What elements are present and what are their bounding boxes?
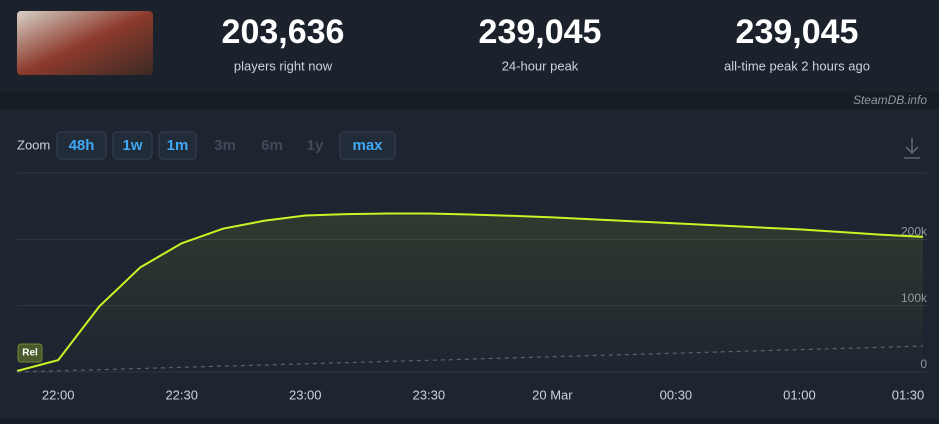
zoom-button-text[interactable]: 1w	[122, 137, 142, 154]
x-tick-label: 22:00	[42, 387, 75, 402]
x-tick-label: 01:00	[783, 387, 816, 402]
zoom-button-text: 1y	[307, 137, 324, 154]
zoom-button-text[interactable]: 1m	[167, 137, 189, 154]
stats-bar	[0, 0, 939, 92]
x-tick-label: 01:30	[892, 387, 925, 402]
stat-label: players right now	[234, 58, 333, 73]
zoom-button[interactable]	[158, 131, 197, 160]
zoom-button-text[interactable]: max	[352, 137, 383, 154]
stat-label: 24-hour peak	[502, 58, 579, 73]
x-tick-label: 20 Mar	[532, 387, 573, 402]
zoom-button-text: 6m	[261, 137, 283, 154]
x-tick-label: 23:00	[289, 387, 322, 402]
zoom-label: Zoom	[17, 137, 50, 152]
zoom-button[interactable]	[56, 131, 107, 160]
watermark: SteamDB.info	[853, 93, 927, 107]
zoom-button-text: 3m	[214, 137, 236, 154]
line	[16, 212, 924, 372]
y-tick-label: 0	[920, 357, 927, 371]
stat-value: 203,636	[222, 13, 345, 51]
stat-value: 239,045	[479, 13, 602, 51]
zoom-button[interactable]	[339, 131, 396, 160]
annotation-flag	[17, 343, 43, 363]
stat-label: all-time peak 2 hours ago	[724, 58, 870, 73]
x-tick-label: 00:30	[660, 387, 693, 402]
download-icon[interactable]	[904, 138, 920, 159]
line	[16, 345, 924, 373]
zoom-button-text[interactable]: 48h	[69, 137, 95, 154]
stat-value: 239,045	[736, 13, 859, 51]
annotation-text: Rel	[22, 348, 38, 359]
zoom-button[interactable]	[112, 131, 153, 160]
x-tick-label: 23:30	[413, 387, 446, 402]
game-image	[17, 11, 153, 75]
line-area	[17, 213, 923, 372]
x-tick-label: 22:30	[165, 387, 198, 402]
y-tick-label: 200k	[901, 225, 928, 239]
